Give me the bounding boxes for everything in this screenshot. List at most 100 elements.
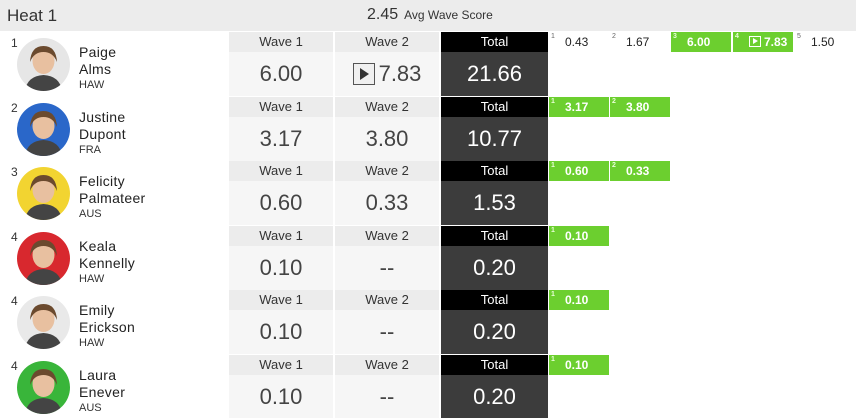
surfer-row[interactable]: 4 Keala Kennelly HAW Wave 1 0.10 Wave 2 -- Total… (0, 225, 856, 292)
surfer-row[interactable]: 3 Felicity Palmateer AUS Wave 1 0.60 Wave 2 0.3… (0, 161, 856, 227)
play-video-icon[interactable] (749, 36, 761, 48)
surfer-last-name: Palmateer (79, 190, 146, 206)
wave1-score: 3.17 (229, 116, 333, 161)
wave-score-value: 1.50 (811, 35, 835, 49)
wave2-header: Wave 2 (335, 225, 439, 246)
total-column: Total 0.20 (441, 354, 548, 418)
wave2-header: Wave 2 (335, 96, 439, 117)
wave1-score: 0.10 (229, 310, 333, 354)
surfer-name[interactable]: Emily Erickson (79, 302, 135, 336)
total-column: Total 0.20 (441, 225, 548, 290)
wave-score-value: 0.10 (565, 357, 589, 372)
surfer-country: HAW (79, 272, 105, 285)
wave-grid: 1 0.43 2 1.67 3 6.00 4 7.83 5 1.50 (549, 32, 856, 96)
total-score-value: 0.20 (473, 254, 516, 280)
wave-cell[interactable]: 4 7.83 (733, 32, 793, 52)
surfer-name[interactable]: Justine Dupont (79, 109, 126, 143)
wave-score-value: 3.17 (565, 99, 589, 114)
total-score-value: 1.53 (473, 190, 516, 215)
heat-header: Heat 1 2.45 Avg Wave Score (0, 0, 856, 31)
wave1-score-value: 0.10 (259, 383, 303, 409)
wave2-score: 0.33 (335, 181, 439, 225)
surfer-first-name: Justine (79, 108, 126, 125)
wave-cell[interactable]: 1 0.10 (549, 290, 609, 310)
wave-cell[interactable]: 1 0.10 (549, 225, 609, 246)
wave-cell[interactable]: 2 3.80 (610, 96, 670, 117)
wave1-header: Wave 1 (229, 290, 333, 310)
wave-cell[interactable]: 1 3.17 (549, 96, 609, 117)
surfer-first-name: Laura (79, 366, 117, 383)
surfer-row[interactable]: 1 Paige Alms HAW Wave 1 6.00 Wave 2 7.83 Total 21… (0, 32, 856, 98)
surfer-last-name: Enever (79, 383, 126, 400)
total-header: Total (441, 96, 548, 117)
surfer-name[interactable]: Felicity Palmateer (79, 173, 146, 207)
wave-score-value: 1.67 (626, 35, 650, 49)
total-score: 1.53 (441, 181, 548, 225)
wave2-score-value: 0.33 (365, 190, 409, 215)
rank: 4 (11, 358, 18, 373)
wave-cell[interactable]: 3 6.00 (671, 32, 731, 52)
wave-cell[interactable]: 2 1.67 (610, 32, 670, 52)
total-score-value: 0.20 (473, 383, 516, 409)
wave1-header: Wave 1 (229, 96, 333, 117)
heat-title: Heat 1 (7, 6, 58, 25)
wave1-column: Wave 1 0.10 (229, 225, 333, 290)
wave2-header: Wave 2 (335, 161, 439, 181)
wave-grid: 1 0.10 (549, 225, 856, 290)
wave2-column: Wave 2 3.80 (335, 96, 439, 161)
wave-cell[interactable]: 5 1.50 (795, 32, 855, 52)
wave-cell[interactable]: 2 0.33 (610, 161, 670, 181)
rank: 3 (11, 165, 18, 179)
wave-cell[interactable]: 1 0.43 (549, 32, 609, 52)
wave1-column: Wave 1 3.17 (229, 96, 333, 161)
wave1-header: Wave 1 (229, 161, 333, 181)
surfer-country: HAW (79, 79, 105, 91)
wave1-score-value: 0.60 (259, 190, 303, 215)
total-score: 0.20 (441, 245, 548, 290)
wave1-score-value: 6.00 (259, 61, 303, 86)
wave2-header: Wave 2 (335, 32, 439, 52)
surfer-first-name: Emily (79, 302, 115, 318)
wave-index: 2 (612, 33, 616, 40)
wave2-score-value: 7.83 (378, 61, 422, 86)
wave2-header: Wave 2 (335, 354, 439, 375)
total-header: Total (441, 290, 548, 310)
surfer-name[interactable]: Laura Enever (79, 367, 125, 401)
surfer-first-name: Felicity (79, 173, 125, 189)
surfer-avatar (17, 296, 70, 349)
wave1-header: Wave 1 (229, 354, 333, 375)
rank: 4 (11, 229, 18, 244)
total-score-value: 0.20 (473, 319, 516, 344)
play-video-icon[interactable] (352, 63, 375, 85)
wave-index: 2 (612, 162, 616, 169)
wave-score-value: 0.10 (565, 293, 589, 307)
total-header: Total (441, 161, 548, 181)
surfer-avatar (17, 231, 70, 285)
wave-score-value: 0.10 (565, 228, 589, 243)
surfer-row[interactable]: 2 Justine Dupont FRA Wave 1 3.17 Wave 2 3.80 Tot… (0, 96, 856, 163)
wave1-score-value: 3.17 (259, 125, 303, 151)
surfer-name[interactable]: Paige Alms (79, 44, 116, 78)
wave-index: 5 (797, 33, 801, 40)
wave2-column: Wave 2 0.33 (335, 161, 439, 225)
wave1-score: 0.10 (229, 245, 333, 290)
surfer-name[interactable]: Keala Kennelly (79, 238, 135, 272)
wave-index: 3 (673, 33, 677, 40)
surfer-last-name: Erickson (79, 319, 136, 335)
wave1-column: Wave 1 0.10 (229, 354, 333, 418)
rank: 2 (11, 100, 18, 115)
wave-cell[interactable]: 1 0.60 (549, 161, 609, 181)
wave1-column: Wave 1 0.60 (229, 161, 333, 225)
wave-index: 1 (551, 291, 555, 298)
surfer-row[interactable]: 4 Emily Erickson HAW Wave 1 0.10 Wave 2 -- Total… (0, 290, 856, 356)
wave2-score: -- (335, 374, 439, 418)
total-score: 0.20 (441, 374, 548, 418)
surfer-first-name: Keala (79, 237, 117, 254)
wave-index: 1 (551, 162, 555, 169)
avg-wave-score: 2.45 Avg Wave Score (367, 6, 493, 24)
wave1-column: Wave 1 6.00 (229, 32, 333, 96)
total-column: Total 1.53 (441, 161, 548, 225)
wave-cell[interactable]: 1 0.10 (549, 354, 609, 375)
wave1-column: Wave 1 0.10 (229, 290, 333, 354)
surfer-row[interactable]: 4 Laura Enever AUS Wave 1 0.10 Wave 2 -- Total 0.… (0, 354, 856, 418)
